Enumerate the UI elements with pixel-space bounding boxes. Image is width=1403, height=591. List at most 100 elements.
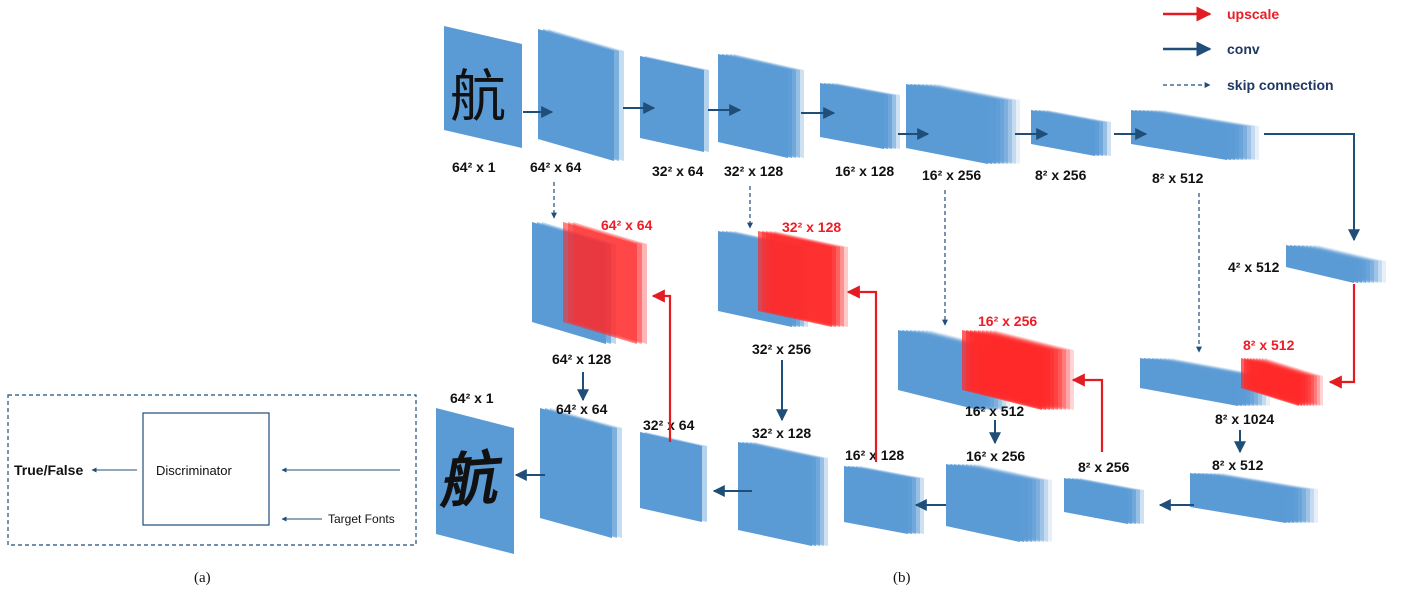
concat-block-2-blue-layer: [898, 330, 978, 410]
upscale-arrows: [651, 284, 1356, 462]
concat-block-3-blue: [1140, 358, 1270, 406]
dec-block-0: [436, 408, 514, 554]
legend-upscale-label: upscale: [1227, 6, 1279, 22]
enc-block-7: [1131, 110, 1259, 160]
enc-label-3: 32² x 128: [724, 163, 783, 179]
caption-a: (a): [194, 570, 211, 586]
input-glyph: 航: [450, 65, 506, 130]
upscale-arrow-0: [651, 289, 672, 442]
concat-block-3-blue-layer: [1140, 358, 1238, 406]
encoder-conv-arrows: [523, 102, 1360, 242]
enc-block-3-layer: [718, 54, 788, 158]
output-glyph: 航: [435, 444, 507, 517]
decoder-vertical-arrows: [577, 360, 1246, 454]
caption-b: (b): [893, 570, 911, 586]
enc-block-4-layer: [820, 83, 884, 149]
dec-label-1: 64² x 64: [556, 401, 608, 417]
bottleneck-block-layer: [1286, 245, 1354, 283]
concat-block-0-red: [563, 222, 647, 344]
upscale-arrow-1: [846, 285, 878, 462]
enc-block-5-layer: [906, 84, 988, 164]
concat-block-0-red-layer: [563, 222, 637, 344]
up-label-0: 64² x 64: [601, 217, 653, 233]
enc-label-6: 8² x 256: [1035, 167, 1087, 183]
dec-label-0: 64² x 1: [450, 390, 494, 406]
enc-block-1: [538, 29, 624, 161]
enc-block-5: [906, 84, 1020, 164]
decoder-horizontal-arrows: [514, 469, 1194, 511]
dec-block-2: [640, 432, 707, 522]
panel-a: Discriminator True/False Target Fonts (a…: [7, 394, 417, 586]
dec-block-4: [844, 466, 924, 534]
upscale-labels: 64² x 64 32² x 128 16² x 256 8² x 512: [601, 217, 1295, 353]
enc-block-4: [820, 83, 900, 149]
dec-block-1: [540, 408, 622, 538]
dec-label-4: 16² x 128: [845, 447, 904, 463]
enc-label-7: 8² x 512: [1152, 170, 1204, 186]
enc-block-1-layer: [538, 29, 614, 161]
enc-block-6: [1031, 110, 1111, 156]
decoder-labels: 64² x 1 64² x 64 32² x 64 32² x 128 16² …: [450, 390, 1264, 475]
dec-block-7: [1190, 473, 1318, 523]
true-false-label: True/False: [14, 462, 83, 478]
dec-label-3: 32² x 128: [752, 425, 811, 441]
up-label-2: 16² x 256: [978, 313, 1037, 329]
bottleneck-label: 4² x 512: [1228, 259, 1280, 275]
dec-block-6-layer: [1064, 478, 1128, 524]
concat-block-2-red-layer: [962, 330, 1042, 410]
discriminator-box: [142, 412, 270, 526]
concat-block-1-red-layer: [758, 231, 832, 327]
dec-label-2: 32² x 64: [643, 417, 695, 433]
dec-block-3-layer: [738, 442, 812, 546]
enc-block-0-layer: [444, 26, 522, 148]
dec-block-3: [738, 442, 828, 546]
enc-label-4: 16² x 128: [835, 163, 894, 179]
up-label-1: 32² x 128: [782, 219, 841, 235]
concat-block-3-red-layer: [1241, 358, 1299, 406]
panel-a-dashed-border: [7, 394, 417, 546]
cat-label-0: 64² x 128: [552, 351, 611, 367]
discriminator-label: Discriminator: [156, 463, 233, 478]
dec-block-5-layer: [946, 464, 1020, 542]
enc-label-2: 32² x 64: [652, 163, 704, 179]
up-label-3: 8² x 512: [1243, 337, 1295, 353]
enc-block-6-layer: [1031, 110, 1095, 156]
cat-label-1: 32² x 256: [752, 341, 811, 357]
dec-block-7-layer: [1190, 473, 1286, 523]
enc-block-2: [640, 56, 709, 152]
dec-label-7: 8² x 512: [1212, 457, 1264, 473]
concat-block-1-red: [758, 231, 848, 327]
legend: upscale conv skip connection: [1163, 6, 1334, 93]
enc-block-7-layer: [1131, 110, 1227, 160]
skip-connections: [551, 182, 1202, 353]
cat-label-3: 8² x 1024: [1215, 411, 1274, 427]
enc-block-2-layer: [640, 56, 704, 152]
upscale-arrow-3: [1328, 284, 1356, 389]
cat-label-2: 16² x 512: [965, 403, 1024, 419]
encoder-labels: 64² x 1 64² x 64 32² x 64 32² x 128 16² …: [452, 159, 1280, 275]
dec-block-5: [946, 464, 1052, 542]
target-fonts-label: Target Fonts: [328, 512, 395, 526]
layer-blocks: [436, 26, 1386, 554]
legend-skip-label: skip connection: [1227, 77, 1334, 93]
enc-block-0: [444, 26, 522, 148]
dec-block-6: [1064, 478, 1144, 524]
concat-labels: 64² x 128 32² x 256 16² x 512 8² x 1024: [552, 341, 1274, 427]
legend-conv-label: conv: [1227, 41, 1260, 57]
dec-block-2-layer: [640, 432, 702, 522]
dec-block-0-layer: [436, 408, 514, 554]
concat-block-2-red: [962, 330, 1074, 410]
dec-label-6: 8² x 256: [1078, 459, 1130, 475]
upscale-arrow-2: [1071, 373, 1104, 452]
bottleneck-block: [1286, 245, 1386, 283]
dec-label-5: 16² x 256: [966, 448, 1025, 464]
concat-block-3-red: [1241, 358, 1323, 406]
enc-block-3: [718, 54, 804, 158]
dec-block-1-layer: [540, 408, 612, 538]
dec-block-4-layer: [844, 466, 908, 534]
enc-arrow-7: [1264, 133, 1360, 242]
enc-label-1: 64² x 64: [530, 159, 582, 175]
enc-label-0: 64² x 1: [452, 159, 496, 175]
enc-label-5: 16² x 256: [922, 167, 981, 183]
